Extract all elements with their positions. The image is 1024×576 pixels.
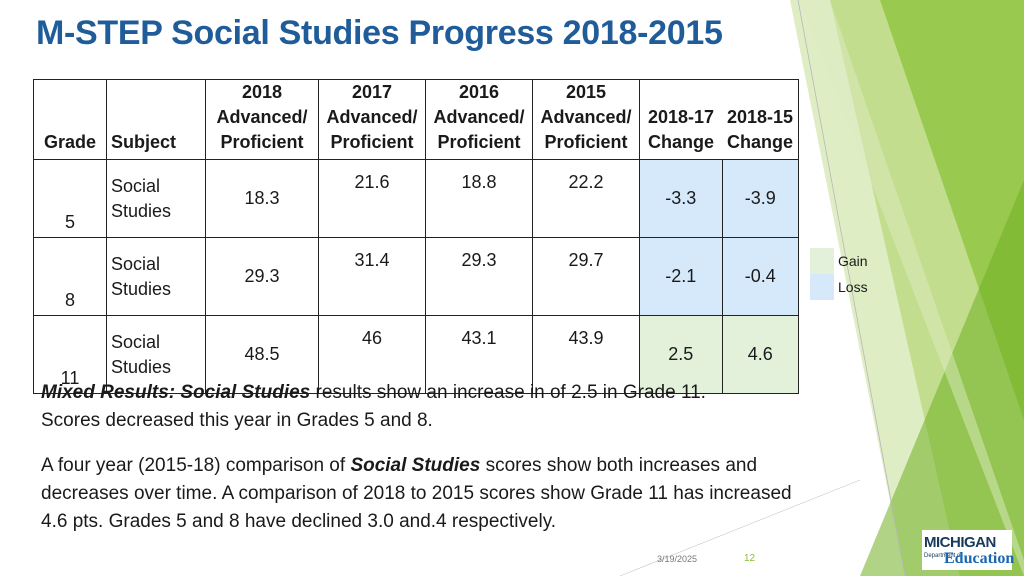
cell-2017: 31.4 bbox=[318, 237, 426, 316]
header-2016-line2: Advanced/ bbox=[433, 107, 525, 127]
cell-subject-line2: Studies bbox=[111, 356, 172, 377]
header-2018-17-line1: 2018-17 bbox=[647, 107, 715, 127]
summary-2-pre: A four year (2015-18) comparison of bbox=[41, 455, 351, 476]
cell-2016: 18.8 bbox=[425, 159, 533, 238]
header-2018-17-change: 2018-17 Change bbox=[639, 79, 722, 160]
summary-1-rest2: Scores decreased this year in Grades 5 a… bbox=[41, 410, 433, 431]
cell-subject: Social Studies bbox=[106, 315, 206, 394]
summary-1-rest1: results show an increase in of 2.5 in Gr… bbox=[310, 382, 706, 403]
header-2018-line1: 2018 bbox=[241, 82, 283, 102]
page-title: M-STEP Social Studies Progress 2018-2015 bbox=[36, 14, 723, 52]
cell-2015: 22.2 bbox=[532, 159, 640, 238]
summary-paragraph-1: Mixed Results: Social Studies results sh… bbox=[41, 379, 801, 435]
cell-2018: 18.3 bbox=[205, 159, 319, 238]
header-2016-line3: Proficient bbox=[437, 132, 521, 152]
summary-2-post: scores show both increases and decreases… bbox=[41, 455, 792, 532]
header-2015-line1: 2015 bbox=[565, 82, 607, 102]
cell-subject-line1: Social bbox=[111, 175, 161, 196]
header-subject: Subject bbox=[106, 79, 206, 160]
page-number: 12 bbox=[744, 553, 756, 564]
footer-date: 3/19/2025 bbox=[657, 554, 698, 564]
header-2016: 2016 Advanced/ Proficient bbox=[425, 79, 533, 160]
header-2018-15-line1: 2018-15 bbox=[726, 107, 794, 127]
cell-subject-line1: Social bbox=[111, 331, 161, 352]
cell-change-2018-17: -3.3 bbox=[639, 159, 723, 238]
header-2015-line2: Advanced/ bbox=[540, 107, 632, 127]
cell-2018: 29.3 bbox=[205, 237, 319, 316]
header-2015-line3: Proficient bbox=[544, 132, 628, 152]
cell-change-2018-17: -2.1 bbox=[639, 237, 723, 316]
legend-gain: Gain bbox=[810, 248, 868, 274]
cell-2016: 43.1 bbox=[425, 315, 533, 394]
header-2018-15-line2: Change bbox=[726, 132, 793, 152]
header-2017-line3: Proficient bbox=[330, 132, 414, 152]
summary-1-bold: Mixed Results: Social Studies bbox=[41, 382, 311, 403]
michigan-education-logo: MICHIGAN Department of Education bbox=[922, 530, 1015, 570]
header-2018-line3: Proficient bbox=[220, 132, 304, 152]
cell-grade: 11 bbox=[33, 315, 107, 394]
header-2017: 2017 Advanced/ Proficient bbox=[318, 79, 426, 160]
header-2018-line2: Advanced/ bbox=[216, 107, 308, 127]
cell-2016: 29.3 bbox=[425, 237, 533, 316]
cell-2017: 21.6 bbox=[318, 159, 426, 238]
header-2016-line1: 2016 bbox=[458, 82, 500, 102]
header-grade: Grade bbox=[33, 79, 107, 160]
legend-gain-swatch bbox=[810, 248, 834, 274]
cell-subject: Social Studies bbox=[106, 159, 206, 238]
logo-line1: MICHIGAN bbox=[924, 534, 996, 551]
logo-line3: Education bbox=[944, 550, 1015, 567]
table-row: 11 Social Studies 48.5 46 43.1 43.9 2.5 … bbox=[33, 315, 799, 394]
cell-subject-line2: Studies bbox=[111, 278, 172, 299]
header-2015: 2015 Advanced/ Proficient bbox=[532, 79, 640, 160]
cell-subject-line1: Social bbox=[111, 253, 161, 274]
legend-loss-label: Loss bbox=[838, 279, 868, 295]
cell-change-2018-15: 4.6 bbox=[721, 315, 799, 394]
header-2018-17-line2: Change bbox=[647, 132, 714, 152]
cell-change-2018-17: 2.5 bbox=[639, 315, 723, 394]
summary-2-bold: Social Studies bbox=[350, 455, 481, 476]
cell-subject: Social Studies bbox=[106, 237, 206, 316]
table-header-row: Grade Subject 2018 Advanced/ Proficient … bbox=[33, 79, 799, 160]
header-2018: 2018 Advanced/ Proficient bbox=[205, 79, 319, 160]
cell-2017: 46 bbox=[318, 315, 426, 394]
header-2017-line2: Advanced/ bbox=[326, 107, 418, 127]
color-legend: Gain Loss bbox=[810, 248, 868, 300]
cell-change-2018-15: -3.9 bbox=[721, 159, 799, 238]
cell-grade: 8 bbox=[33, 237, 107, 316]
header-2018-15-change: 2018-15 Change bbox=[722, 79, 799, 160]
cell-change-2018-15: -0.4 bbox=[721, 237, 799, 316]
header-2017-line1: 2017 bbox=[351, 82, 393, 102]
logo-line2: Department of bbox=[924, 553, 963, 559]
cell-grade: 5 bbox=[33, 159, 107, 238]
legend-loss: Loss bbox=[810, 274, 868, 300]
cell-2015: 29.7 bbox=[532, 237, 640, 316]
cell-subject-line2: Studies bbox=[111, 200, 172, 221]
legend-loss-swatch bbox=[810, 274, 834, 300]
progress-table: Grade Subject 2018 Advanced/ Proficient … bbox=[33, 79, 799, 394]
legend-gain-label: Gain bbox=[838, 253, 868, 269]
cell-2015: 43.9 bbox=[532, 315, 640, 394]
cell-2018: 48.5 bbox=[205, 315, 319, 394]
table-row: 8 Social Studies 29.3 31.4 29.3 29.7 -2.… bbox=[33, 237, 799, 316]
table-row: 5 Social Studies 18.3 21.6 18.8 22.2 -3.… bbox=[33, 159, 799, 238]
summary-paragraph-2: A four year (2015-18) comparison of Soci… bbox=[41, 452, 801, 536]
